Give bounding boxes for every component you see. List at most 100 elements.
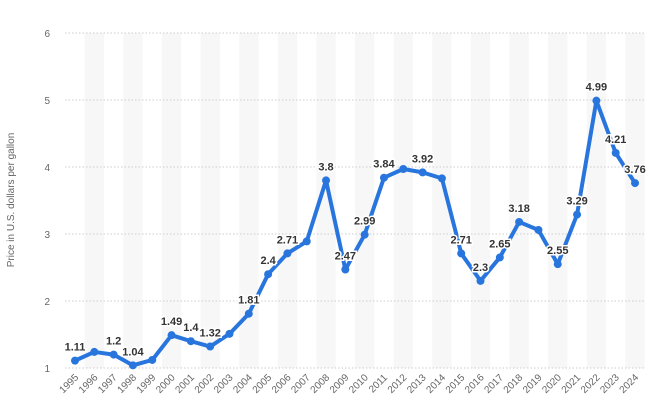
data-point	[437, 174, 446, 183]
data-point	[534, 225, 543, 234]
x-tick-label: 2009	[328, 372, 352, 396]
data-label: 3.76	[624, 164, 645, 176]
x-tick-label: 2019	[521, 372, 545, 396]
data-point	[573, 210, 582, 219]
data-label: 2.71	[277, 234, 298, 246]
data-point	[206, 342, 215, 351]
data-label: 1.4	[183, 322, 199, 334]
data-point	[167, 331, 176, 340]
x-tick-label: 1999	[135, 372, 159, 396]
data-point	[225, 329, 234, 338]
x-tick-label: 2023	[598, 372, 622, 396]
x-tick-label: 2010	[347, 372, 371, 396]
data-label: 2.71	[450, 234, 471, 246]
data-point	[360, 230, 369, 239]
column-band	[84, 33, 104, 368]
data-point	[128, 361, 137, 370]
data-label: 1.2	[106, 336, 121, 348]
data-label: 1.81	[238, 295, 259, 307]
x-tick-label: 2007	[289, 372, 313, 396]
y-tick-label: 1	[44, 364, 50, 375]
data-label: 3.92	[412, 153, 433, 165]
data-point	[71, 356, 79, 365]
x-tick-label: 2012	[386, 372, 410, 396]
data-point	[553, 260, 562, 269]
x-tick-label: 2020	[540, 372, 564, 396]
data-label: 2.4	[260, 255, 276, 267]
x-tick-label: 2022	[579, 372, 603, 396]
data-label: 2.99	[354, 216, 375, 228]
data-label: 2.47	[335, 251, 356, 263]
x-tick-label: 2016	[463, 372, 487, 396]
data-point	[418, 168, 427, 177]
x-tick-label: 2017	[482, 372, 506, 396]
data-point	[631, 179, 639, 188]
y-tick-label: 3	[44, 230, 50, 241]
column-band	[470, 33, 491, 368]
x-tick-label: 2005	[251, 372, 275, 396]
data-label: 3.29	[566, 196, 587, 208]
x-tick-label: 2015	[444, 372, 468, 396]
column-band	[161, 33, 182, 368]
x-tick-label: 2001	[173, 372, 197, 396]
column-band	[509, 33, 529, 368]
data-point	[515, 217, 524, 226]
data-label: 3.84	[373, 159, 395, 171]
data-label: 2.65	[489, 238, 510, 250]
data-point	[341, 265, 350, 274]
data-point	[592, 96, 601, 105]
data-label: 4.99	[586, 82, 607, 94]
data-point	[109, 350, 118, 359]
x-tick-label: 2006	[270, 372, 294, 396]
x-tick-label: 1995	[58, 372, 82, 396]
data-label: 1.32	[199, 328, 220, 340]
data-point	[148, 355, 157, 364]
column-band	[355, 33, 375, 368]
data-label: 3.8	[318, 161, 333, 173]
data-point	[399, 165, 408, 174]
data-point	[264, 270, 273, 279]
x-tick-label: 2008	[309, 372, 333, 396]
data-label: 1.04	[122, 346, 144, 358]
data-point	[476, 276, 485, 285]
data-point	[244, 309, 253, 318]
x-tick-label: 1998	[116, 372, 140, 396]
y-tick-label: 6	[44, 29, 50, 40]
data-point	[302, 237, 311, 246]
x-tick-label: 2024	[618, 372, 642, 396]
series-line	[74, 98, 637, 368]
data-point	[495, 253, 504, 262]
x-tick-label: 1996	[77, 372, 101, 396]
data-point	[611, 148, 620, 157]
data-label: 1.49	[161, 316, 182, 328]
y-tick-label: 2	[44, 297, 50, 308]
data-point	[186, 337, 195, 346]
data-label: 4.21	[605, 134, 626, 146]
data-point	[283, 249, 292, 258]
column-band	[625, 33, 645, 368]
data-point	[457, 249, 466, 258]
x-tick-label: 2002	[193, 372, 217, 396]
x-tick-label: 2013	[405, 372, 429, 396]
y-tick-label: 5	[44, 96, 50, 107]
x-tick-label: 2000	[154, 372, 178, 396]
x-tick-label: 2014	[425, 372, 449, 396]
column-band	[123, 33, 143, 368]
x-tick-label: 2011	[367, 372, 390, 395]
column-band	[277, 33, 298, 368]
data-label: 3.18	[508, 203, 529, 215]
x-tick-label: 2018	[502, 372, 526, 396]
data-point	[379, 173, 388, 182]
column-band	[393, 33, 413, 368]
data-label: 1.11	[65, 342, 86, 354]
data-label: 2.3	[473, 262, 488, 274]
column-band	[316, 33, 336, 368]
data-point	[322, 176, 331, 185]
y-tick-label: 4	[44, 163, 50, 174]
x-tick-label: 1997	[96, 372, 120, 396]
column-band	[432, 33, 452, 368]
x-tick-label: 2004	[231, 372, 255, 396]
column-band	[200, 33, 220, 368]
data-label: 2.55	[547, 245, 568, 257]
